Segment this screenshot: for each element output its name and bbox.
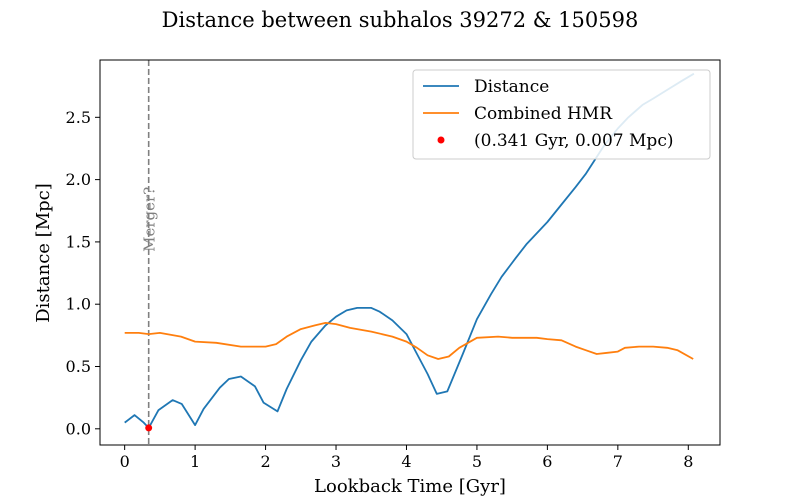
x-axis-label: Lookback Time [Gyr]: [314, 476, 506, 497]
y-tick-label: 0.5: [66, 357, 91, 376]
legend: Distance Combined HMR (0.341 Gyr, 0.007 Mp…: [412, 69, 711, 160]
legend-box: [412, 69, 711, 160]
merger-annotation: Merger?: [141, 187, 159, 252]
y-tick-label: 0.0: [66, 419, 91, 438]
x-tick-label: 2: [260, 452, 270, 471]
plot-frame: [99, 59, 721, 446]
x-tick-label: 7: [613, 452, 623, 471]
x-tick-label: 1: [190, 452, 200, 471]
y-tick-label: 1.0: [66, 295, 91, 314]
y-axis-label: Distance [Mpc]: [33, 183, 54, 323]
legend-swatch-marker: [437, 136, 445, 144]
x-tick-label: 5: [472, 452, 482, 471]
marker-point: [145, 424, 153, 432]
y-tick-label: 1.5: [66, 232, 91, 251]
series-layer: Merger?: [124, 60, 695, 445]
legend-label-combined-hmr: Combined HMR: [474, 104, 613, 124]
x-tick-label: 8: [683, 452, 693, 471]
x-tick-label: 3: [331, 452, 341, 471]
x-tick-label: 6: [542, 452, 552, 471]
series-line-combined-hmr: [124, 321, 694, 360]
y-tick-label: 2.0: [66, 170, 91, 189]
legend-label-distance: Distance: [474, 77, 549, 97]
legend-label-marker: (0.341 Gyr, 0.007 Mpc): [474, 131, 673, 151]
axes-layer: 0 1 2 3 4 5 6 7 8 0.0 0.5 1.0 1.5 2.0 2.5: [66, 59, 721, 471]
y-tick-label: 2.5: [66, 108, 91, 127]
series-line-distance: [124, 72, 695, 429]
chart-title: Distance between subhalos 39272 & 150598: [162, 8, 639, 32]
x-tick-label: 0: [120, 452, 130, 471]
x-tick-label: 4: [401, 452, 411, 471]
